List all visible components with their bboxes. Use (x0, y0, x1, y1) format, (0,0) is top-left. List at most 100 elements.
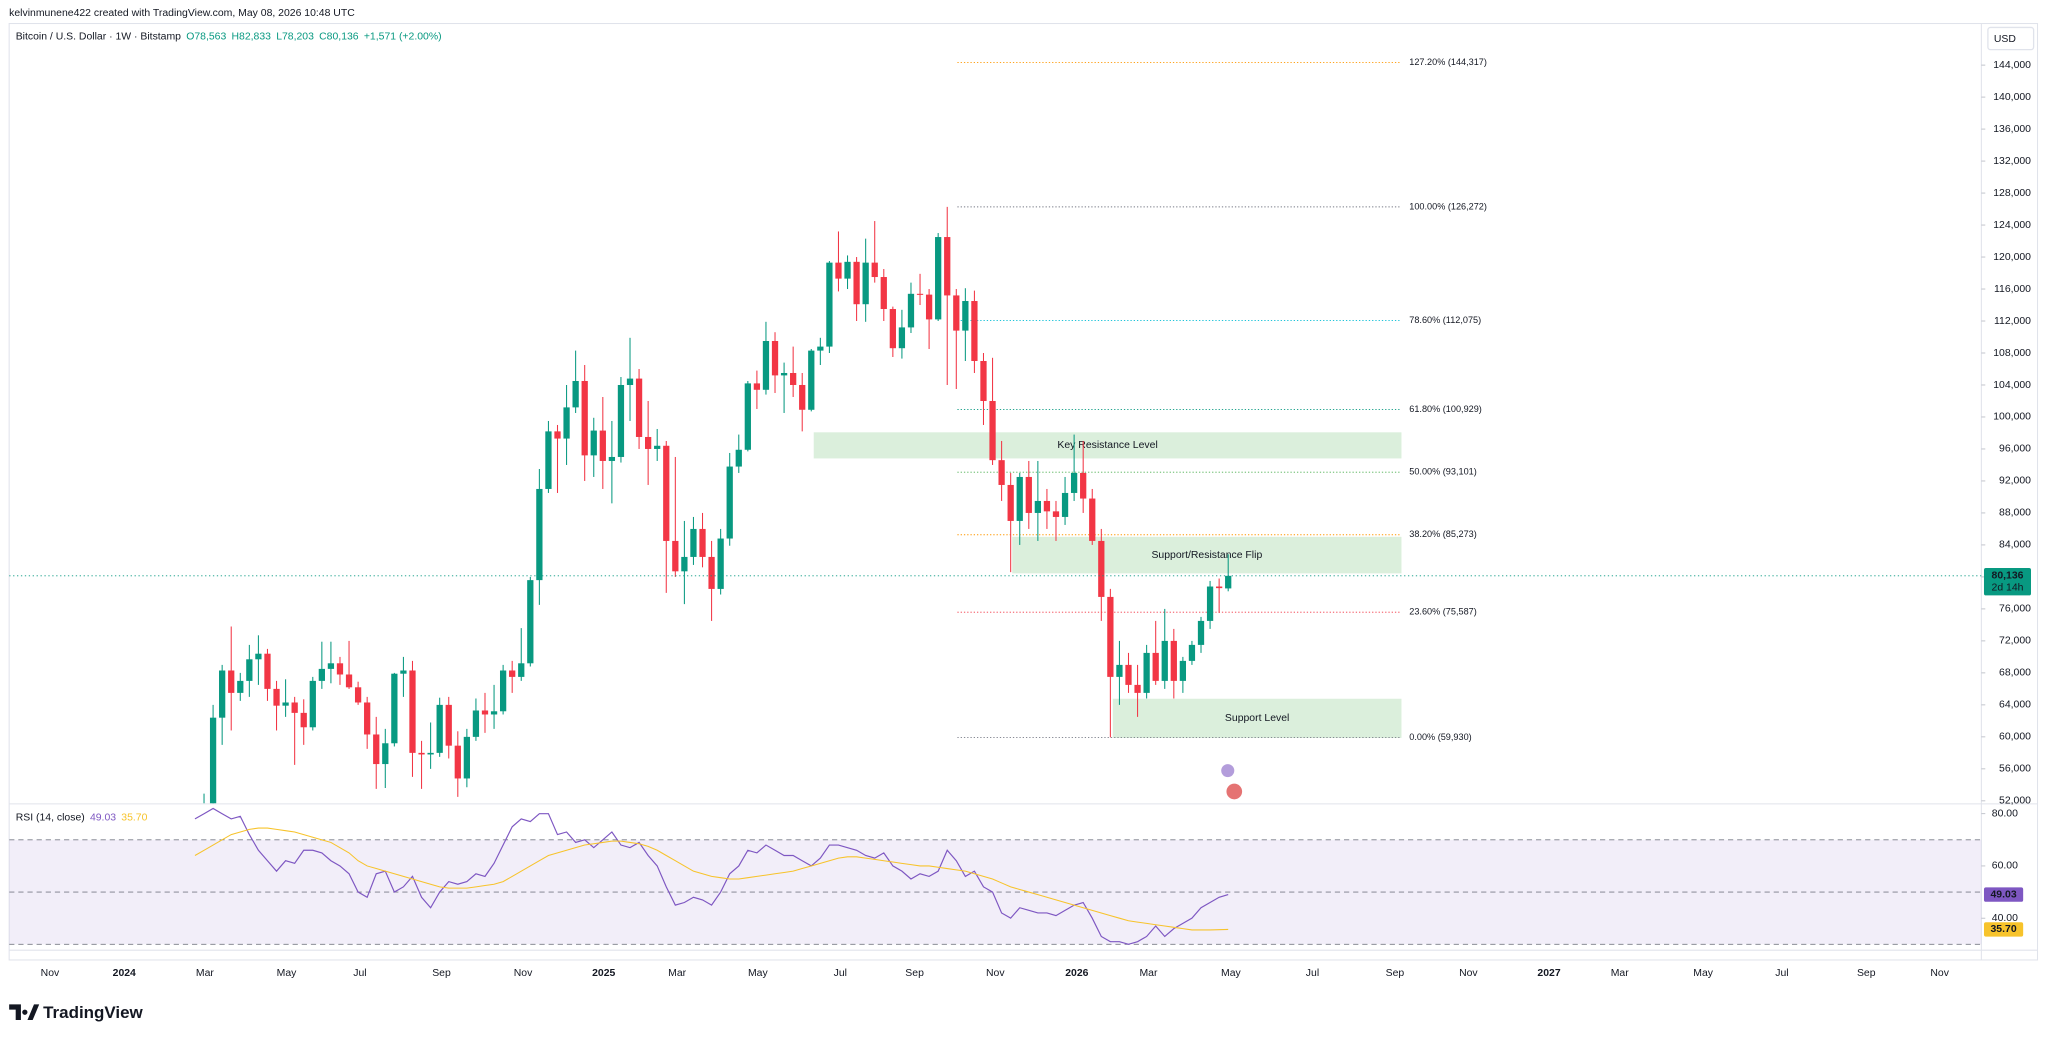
open-text: O78,563 (186, 31, 226, 42)
zone-label: Key Resistance Level (1057, 440, 1157, 451)
overlay: Nov 2024 Mar May Jul Sep Nov 2025 Mar May Jul Sep No… (41, 60, 2032, 979)
candle-body (264, 653, 271, 689)
candle-body (898, 327, 906, 349)
candle-body (944, 237, 951, 296)
candle-body (1143, 652, 1150, 693)
candle-body (654, 445, 661, 449)
candle-body (1016, 476, 1023, 521)
candle-body (753, 383, 761, 390)
x-tick-label: Jul (1306, 968, 1319, 979)
zone (1012, 536, 1402, 574)
candle-body (1098, 540, 1105, 597)
rsi-tick-label: 80.00 (1992, 808, 2018, 819)
candle-body (608, 456, 616, 461)
candle-body (1080, 472, 1087, 499)
x-tick-label: Jul (353, 968, 366, 979)
candle-body (626, 378, 634, 385)
candle-body (463, 736, 471, 779)
candle-body (436, 704, 443, 753)
candle-body (717, 538, 724, 589)
low-text: L78,203 (276, 31, 314, 42)
rsi-pane (9, 807, 1982, 945)
y-tick-label: 84,000 (1999, 540, 2031, 551)
candle-body (364, 702, 371, 735)
rsi-value: 49.03 (90, 812, 116, 823)
candle-body (1161, 640, 1168, 681)
currency: USD (1994, 34, 2016, 45)
candle-body (808, 350, 815, 410)
candle-body (1125, 664, 1132, 685)
candle-body (708, 556, 715, 589)
currency-box[interactable] (1987, 26, 2035, 51)
candle-body (472, 710, 480, 737)
y-tick-label: 72,000 (1999, 636, 2031, 647)
x-tick-label: Nov (1459, 968, 1478, 979)
legend: Bitcoin / U.S. Dollar · 1W · Bitstamp O78… (16, 31, 442, 42)
candle-body (237, 680, 244, 693)
candle-body (518, 663, 525, 677)
y-tick-label: 88,000 (1999, 508, 2031, 519)
candle-body (445, 704, 452, 746)
zone-label: Support/Resistance Flip (1151, 550, 1262, 561)
candle-body (1116, 664, 1123, 677)
y-tick-label: 64,000 (1999, 700, 2031, 711)
rsi-ma-value: 35.70 (121, 812, 147, 823)
x-tick-label: Jul (1775, 968, 1788, 979)
candle-body (345, 674, 353, 688)
logo-icon (9, 1004, 40, 1021)
attribution: kelvinmunene422 created with TradingView… (9, 8, 355, 19)
candle-body (336, 663, 344, 675)
candle-body (617, 384, 625, 457)
candle-body (844, 261, 851, 279)
candle-body (771, 341, 779, 376)
candle-body (1034, 500, 1041, 513)
rsi-tick-label: 60.00 (1992, 861, 2018, 872)
x-tick-label: Nov (514, 968, 533, 979)
candle-body (780, 372, 788, 376)
fib-label: 100.00% (126,272) (1409, 201, 1487, 211)
close-text: C80,136 (319, 31, 359, 42)
candle-body (1089, 498, 1096, 541)
high-text: H82,833 (232, 31, 272, 42)
rsi-badge (1983, 922, 2024, 937)
candle-body (255, 653, 262, 660)
candle-body (1188, 644, 1196, 661)
x-tick-label: Mar (1611, 968, 1629, 979)
candle-body (590, 430, 597, 456)
x-tick-label: May (1221, 968, 1241, 979)
candle-body (382, 743, 389, 765)
candle-body (209, 717, 217, 804)
candle-body (980, 360, 987, 401)
candle-body (953, 295, 960, 331)
y-tick-label: 56,000 (1999, 764, 2031, 775)
x-tick-label: Mar (1139, 968, 1157, 979)
x-tick-label: Mar (196, 968, 214, 979)
candle-body (1007, 484, 1014, 521)
candle-body (599, 430, 606, 461)
chart-frame (8, 22, 2039, 961)
x-tick-label: Jul (834, 968, 847, 979)
candle-body (826, 262, 833, 347)
candle-body (799, 384, 806, 410)
candle-body (228, 670, 235, 693)
candle-body (1197, 620, 1205, 645)
candle-body (672, 540, 679, 572)
candle-body (871, 262, 878, 278)
x-tick-label: Nov (41, 968, 60, 979)
candle-body (1025, 476, 1032, 513)
candle-body (300, 712, 307, 728)
event-icon[interactable] (1226, 783, 1243, 800)
event-icon[interactable] (1221, 764, 1235, 778)
y-tick-label: 140,000 (1993, 92, 2031, 103)
y-tick-label: 132,000 (1993, 156, 2031, 167)
y-tick-label: 96,000 (1999, 444, 2031, 455)
candle-body (916, 293, 924, 295)
candle-body (1043, 500, 1051, 512)
candle-body (817, 346, 824, 351)
candle-body (663, 445, 670, 541)
fib-label: 78.60% (112,075) (1409, 315, 1481, 325)
candle-body (1134, 684, 1141, 693)
x-tick-label: Mar (668, 968, 686, 979)
x-tick-label: Sep (1857, 968, 1876, 979)
rsi-legend: RSI (14, close) 49.03 35.70 (16, 812, 148, 823)
